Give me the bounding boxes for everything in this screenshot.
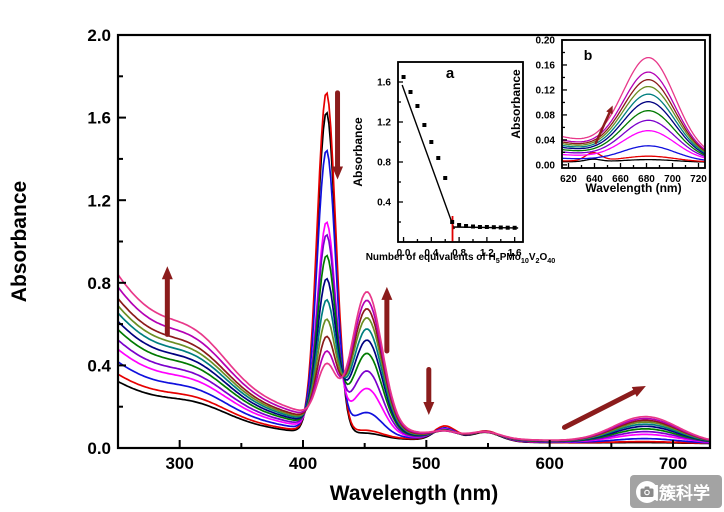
x-tick-label: 0.0 — [397, 248, 411, 259]
spectrum-curve — [117, 274, 711, 441]
x-tick-label: 600 — [535, 454, 563, 473]
trend-arrow — [381, 286, 393, 354]
y-tick-label: 0.08 — [536, 111, 556, 122]
x-tick-label: 0.8 — [452, 248, 466, 259]
y-tick-label: 0.04 — [536, 136, 556, 147]
x-axis-label: Number of equivalents of H5PMo10V2O40 — [366, 252, 556, 265]
y-axis-label: Absorbance — [351, 117, 365, 187]
x-tick-label: 660 — [612, 174, 629, 185]
tick-marks — [118, 34, 674, 449]
spectrum-curve — [562, 145, 706, 161]
x-tick-label: 1.6 — [508, 248, 522, 259]
spectrum-curve — [561, 151, 706, 163]
data-point — [422, 123, 427, 127]
trend-arrow — [423, 367, 435, 415]
data-point — [450, 220, 455, 224]
y-tick-label: 0.8 — [377, 158, 391, 169]
x-tick-label: 720 — [690, 174, 707, 185]
tick-marks — [398, 81, 516, 242]
x-axis-label: Wavelength (nm) — [330, 482, 498, 505]
y-tick-label: 0.4 — [377, 198, 391, 209]
plot-background — [398, 62, 523, 242]
x-tick-label: 1.2 — [480, 248, 494, 259]
x-tick-label: 400 — [289, 454, 317, 473]
watermark-text: 团簇科学 — [642, 484, 710, 503]
spectrum-curve — [561, 130, 706, 159]
data-point — [443, 176, 448, 180]
data-point — [505, 225, 510, 230]
data-point — [457, 223, 462, 227]
spectrum-curve — [117, 298, 711, 442]
data-point — [464, 224, 469, 228]
x-tick-label: 300 — [165, 454, 193, 473]
inset-nir-chart-b: 620 640 660 680 700 720 0.00 0.04 0.08 0.12 0.16 0.… — [509, 36, 707, 195]
y-tick-label: 0.20 — [536, 36, 556, 47]
y-tick-label: 0.16 — [536, 61, 556, 72]
spectrum-curve — [561, 56, 706, 149]
spectrum-curve — [562, 158, 705, 163]
y-tick-label: 0.00 — [536, 160, 556, 171]
y-tick-label: 0.12 — [536, 86, 556, 97]
spectrum-curve — [561, 79, 706, 152]
y-axis-label: Absorbance — [8, 181, 31, 302]
data-point — [498, 225, 503, 230]
y-tick-label: 1.6 — [87, 109, 111, 128]
spectrum-curve — [117, 91, 710, 445]
spectrum-curve — [117, 254, 711, 443]
x-tick-label: 0.4 — [424, 248, 438, 259]
axes-frame — [397, 61, 524, 243]
y-tick-label: 1.2 — [87, 191, 111, 210]
data-point — [436, 156, 441, 160]
y-tick-label: 1.2 — [377, 118, 391, 129]
x-axis-label: Wavelength (nm) — [585, 181, 681, 195]
panel-label-b: b — [584, 47, 593, 63]
y-tick-label: 2.0 — [87, 26, 111, 45]
trend-arrow — [561, 386, 646, 430]
data-point — [477, 225, 482, 229]
watermark-badge: 团簇科学 — [630, 475, 722, 508]
x-tick-label: 640 — [586, 174, 603, 185]
trend-arrow — [594, 105, 613, 145]
spectrum-curve — [561, 71, 706, 151]
data-point — [429, 140, 434, 144]
data-point — [401, 75, 406, 79]
spectrum-curve — [561, 85, 706, 153]
trend-arrow — [161, 266, 173, 337]
spectrum-curve — [561, 110, 706, 156]
fit-line — [401, 84, 455, 230]
data-point — [408, 90, 413, 94]
x-tick-label: 680 — [638, 174, 655, 185]
y-axis-label: Absorbance — [509, 69, 523, 139]
y-tick-label: 1.6 — [377, 78, 391, 89]
spectrum-curve — [561, 119, 706, 158]
spectrum-curve — [561, 93, 706, 154]
spectrum-curve — [117, 286, 711, 442]
trend-arrow — [332, 90, 344, 180]
spectrum-curve — [117, 149, 711, 444]
data-point — [491, 225, 496, 230]
tick-marks — [562, 39, 700, 168]
spectrum-curve — [117, 297, 711, 442]
data-point — [471, 224, 475, 229]
x-tick-label: 620 — [560, 174, 577, 185]
x-tick-label: 700 — [664, 174, 681, 185]
x-tick-label: 500 — [412, 454, 440, 473]
panel-label-a: a — [446, 65, 455, 82]
data-point — [484, 225, 489, 229]
spectrum-curve — [117, 277, 711, 443]
data-point — [512, 225, 517, 230]
y-tick-label: 0.0 — [87, 439, 111, 458]
y-tick-label: 0.4 — [87, 357, 111, 376]
spectrum-curve — [561, 101, 706, 155]
x-tick-label: 700 — [659, 454, 687, 473]
data-point — [415, 104, 420, 108]
y-tick-label: 0.8 — [87, 274, 111, 293]
